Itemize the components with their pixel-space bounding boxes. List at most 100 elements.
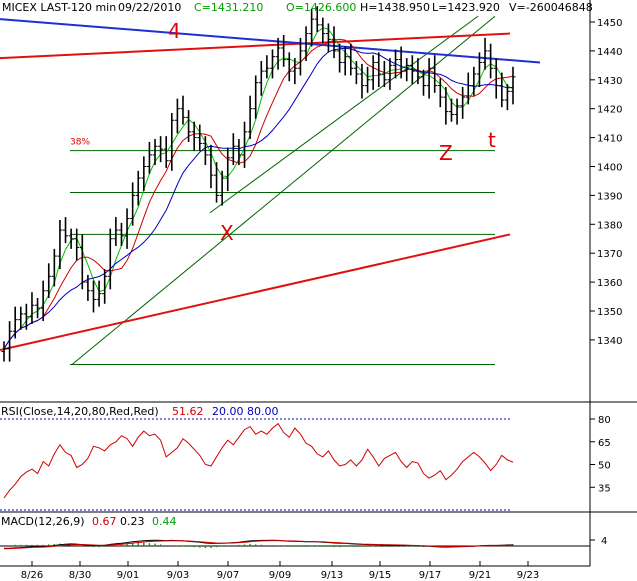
price-bar [320, 17, 326, 44]
price-bar [107, 228, 113, 290]
support-trendline [0, 233, 511, 351]
signal-value: 0.23 [120, 515, 145, 528]
price-bar [510, 66, 516, 105]
price-bar [102, 269, 108, 304]
price-bar [460, 87, 466, 119]
x-tick-label: 9/09 [269, 570, 291, 581]
annotation-label: t [488, 128, 496, 152]
price-bar [51, 248, 57, 287]
x-tick-label: 9/23 [517, 570, 539, 581]
ma-slow-line [3, 47, 514, 349]
price-bar [7, 321, 13, 362]
annotation-label: X [220, 221, 234, 245]
price-bar [63, 217, 69, 244]
price-bar [365, 66, 371, 93]
price-bar [437, 78, 443, 108]
chart-header: MICEX LAST-120 min 09/22/2010 C=1431.210… [2, 1, 593, 14]
price-y-tick-label: 1440 [597, 47, 622, 58]
price-bar [197, 124, 203, 151]
macd-title-group: MACD(12,26,9) 0.67 0.23 0.44 [1, 515, 177, 528]
rsi-high-level: 80.00 [247, 405, 279, 418]
channel-line-upper [209, 15, 479, 214]
price-bar [202, 136, 208, 166]
x-tick-label: 9/13 [321, 570, 343, 581]
price-bar [258, 61, 264, 96]
rsi-panel [0, 418, 514, 511]
price-bar [180, 95, 186, 125]
rsi-y-tick-label: 65 [598, 438, 611, 449]
price-y-tick-label: 1420 [597, 105, 622, 116]
price-bar [29, 292, 35, 325]
price-bar [40, 280, 46, 322]
price-bar [57, 219, 63, 270]
descending-trendline [0, 18, 541, 64]
price-y-tick-label: 1340 [597, 336, 622, 347]
price-bar [85, 274, 91, 301]
price-y-tick-label: 1390 [597, 191, 622, 202]
price-bar [432, 55, 438, 93]
price-bar [398, 46, 404, 79]
price-bar [286, 52, 292, 82]
price-y-tick-label: 1410 [597, 134, 622, 145]
price-bar [158, 136, 164, 163]
symbol-label: MICEX LAST-120 min [2, 1, 116, 14]
price-bar [488, 43, 494, 79]
price-bar [493, 58, 499, 99]
price-bar [191, 121, 197, 151]
price-bar [482, 37, 488, 70]
price-bar [135, 170, 141, 206]
channel-line-lower [71, 15, 496, 365]
price-bar [113, 217, 119, 246]
price-bar [348, 43, 354, 76]
price-y-tick-label: 1380 [597, 220, 622, 231]
price-bar [314, 6, 320, 33]
price-bar [297, 37, 303, 76]
price-y-tick-label: 1400 [597, 163, 622, 174]
price-bar [23, 303, 29, 330]
price-bar [163, 136, 169, 168]
price-bar [1, 341, 7, 362]
price-bar [393, 49, 399, 79]
price-bar [118, 222, 124, 246]
price-bar [152, 139, 158, 166]
price-bar [186, 110, 192, 142]
x-tick-label: 8/26 [21, 570, 43, 581]
price-bar [370, 55, 376, 90]
price-bar [381, 61, 387, 88]
x-tick-label: 9/03 [167, 570, 189, 581]
price-bar [421, 69, 427, 96]
price-bar [12, 306, 18, 339]
price-bar [415, 58, 421, 85]
axes: 1340 1350 1360 1370 1380 1390 1400 1410 1420 1430… [21, 18, 623, 581]
price-bar [74, 228, 80, 261]
date-label: 09/22/2010 [118, 1, 181, 14]
rsi-low-level: 20.00 [212, 405, 244, 418]
price-bar [79, 234, 85, 290]
price-bar [124, 208, 130, 249]
price-y-tick-label: 1430 [597, 76, 622, 87]
open-label: O=1426.600 [286, 1, 356, 14]
price-bar [342, 46, 348, 76]
histogram-value: 0.44 [152, 515, 177, 528]
price-bar [504, 84, 510, 111]
macd-y-tick-label: 4 [601, 536, 607, 547]
price-bar [275, 37, 281, 70]
macd-panel [0, 539, 590, 550]
price-bar [225, 147, 231, 192]
price-bar [359, 63, 365, 99]
price-bar [130, 182, 136, 226]
price-bar [141, 156, 147, 192]
high-label: H=1438.950 [360, 1, 430, 14]
annotation-label: 4 [168, 19, 181, 43]
rsi-line [3, 422, 514, 499]
price-panel: 38% 4 X Zt [0, 6, 541, 365]
price-bar [471, 66, 477, 96]
x-tick-label: 9/17 [419, 570, 441, 581]
price-bar [174, 98, 180, 134]
annotation-label: Z [439, 141, 453, 165]
price-bar [309, 8, 315, 47]
macd-title: MACD(12,26,9) [1, 515, 85, 528]
price-bar [331, 26, 337, 59]
x-tick-label: 8/30 [69, 570, 91, 581]
price-bar [325, 23, 331, 53]
